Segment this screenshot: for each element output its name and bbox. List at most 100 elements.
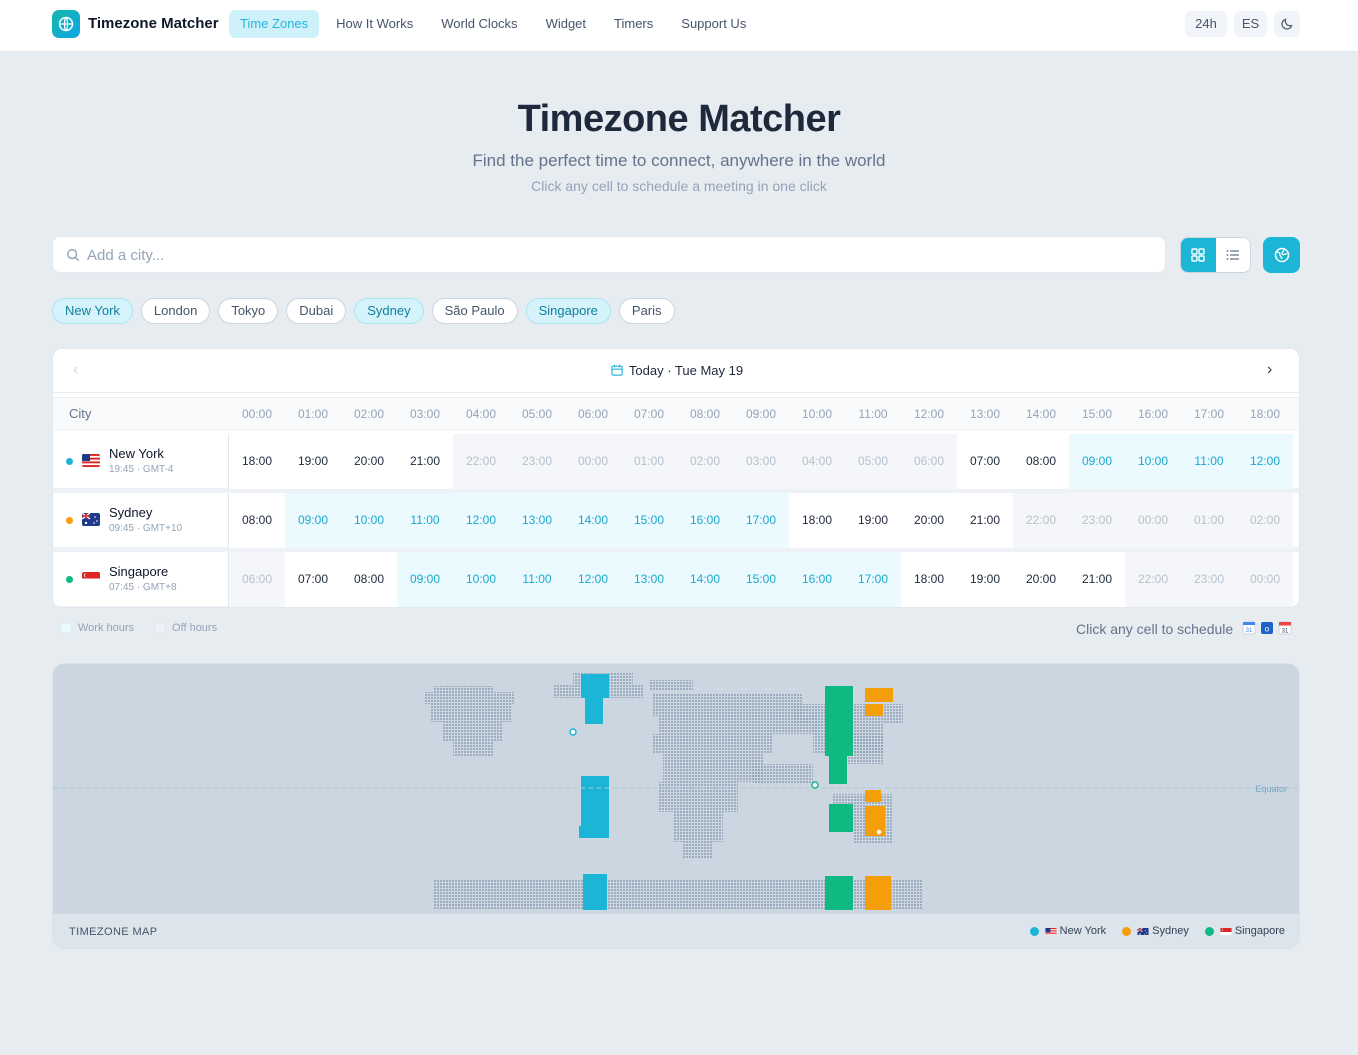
hour-cell[interactable]: 20:00 [901, 493, 957, 548]
new-york-marker[interactable] [569, 728, 577, 736]
hour-cell[interactable]: 12:00 [565, 552, 621, 607]
hour-cell[interactable]: 06:00 [229, 552, 285, 607]
city-chip[interactable]: Dubai [286, 298, 347, 324]
hour-cell[interactable]: 14:00 [565, 493, 621, 548]
hour-cell[interactable]: 17:00 [733, 493, 789, 548]
hour-cell[interactable]: 10:00 [341, 493, 397, 548]
hour-cell[interactable]: 10:00 [453, 552, 509, 607]
list-view-button[interactable] [1216, 238, 1251, 272]
hour-cell[interactable]: 11:00 [397, 493, 453, 548]
flag-au-icon [1137, 927, 1149, 935]
google-calendar-icon[interactable]: 31 [1242, 621, 1256, 635]
hour-cell[interactable]: 21:00 [1069, 552, 1125, 607]
flag-us-icon [82, 454, 100, 467]
hour-cell[interactable]: 02:00 [677, 434, 733, 489]
city-chip[interactable]: Paris [618, 298, 675, 324]
sydney-marker[interactable] [875, 828, 883, 836]
apple-calendar-icon[interactable]: 31 [1278, 621, 1292, 635]
app-logo-globe-icon[interactable] [52, 10, 80, 38]
singapore-timezone-band [825, 876, 853, 910]
city-chip[interactable]: New York [52, 298, 133, 324]
city-local-time: 07:45 · GMT+8 [109, 582, 177, 593]
brand-name[interactable]: Timezone Matcher [88, 15, 219, 32]
city-chip[interactable]: São Paulo [431, 298, 518, 324]
search-icon [67, 249, 80, 262]
hour-cell[interactable]: 05:00 [845, 434, 901, 489]
hour-cell[interactable]: 22:00 [1125, 552, 1181, 607]
theme-toggle-button[interactable] [1274, 11, 1300, 37]
time-format-toggle[interactable]: 24h [1185, 11, 1227, 37]
hour-cell[interactable]: 16:00 [677, 493, 733, 548]
language-button[interactable]: ES [1234, 11, 1267, 37]
hour-cell[interactable]: 00:00 [1125, 493, 1181, 548]
hour-cell[interactable]: 11:00 [509, 552, 565, 607]
hour-cell[interactable]: 01:00 [621, 434, 677, 489]
hour-cell[interactable]: 18:00 [901, 552, 957, 607]
city-chip[interactable]: London [140, 298, 211, 324]
hour-cell[interactable]: 13:00 [509, 493, 565, 548]
nav-item-how-it-works[interactable]: How It Works [336, 16, 414, 31]
previous-day-chevron-icon[interactable]: ‹ [73, 361, 79, 378]
nav-item-timers[interactable]: Timers [614, 16, 654, 31]
list-icon [1226, 250, 1239, 260]
hour-cell[interactable]: 07:00 [957, 434, 1013, 489]
hour-cell[interactable]: 00:00 [1237, 552, 1293, 607]
hour-cell[interactable]: 23:00 [1181, 552, 1237, 607]
hour-cell[interactable]: 18:00 [789, 493, 845, 548]
hour-cell[interactable]: 13:00 [621, 552, 677, 607]
new-york-timezone-band [581, 776, 609, 826]
hour-cell[interactable]: 23:00 [509, 434, 565, 489]
hour-cell[interactable]: 16:00 [789, 552, 845, 607]
hour-cell[interactable]: 00:00 [565, 434, 621, 489]
hour-cell[interactable]: 04:00 [789, 434, 845, 489]
hour-cell[interactable]: 08:00 [229, 493, 285, 548]
hour-cell[interactable]: 07:00 [285, 552, 341, 607]
city-chip[interactable]: Tokyo [218, 298, 279, 324]
grid-view-button[interactable] [1181, 238, 1216, 272]
hour-cell[interactable]: 18:00 [229, 434, 285, 489]
map-view-button[interactable] [1263, 237, 1300, 273]
hour-cell[interactable]: 09:00 [285, 493, 341, 548]
hour-cell[interactable]: 08:00 [1013, 434, 1069, 489]
hour-cell[interactable]: 20:00 [341, 434, 397, 489]
hour-cell[interactable]: 19:00 [285, 434, 341, 489]
hour-cell[interactable]: 15:00 [621, 493, 677, 548]
hour-cell[interactable]: 12:00 [453, 493, 509, 548]
hour-cell[interactable]: 15:00 [733, 552, 789, 607]
hour-cell[interactable]: 08:00 [341, 552, 397, 607]
hour-cell[interactable]: 10:00 [1125, 434, 1181, 489]
hour-cell[interactable]: 03:00 [733, 434, 789, 489]
hour-cell[interactable]: 20:00 [1013, 552, 1069, 607]
singapore-timezone-band [829, 756, 847, 784]
hour-cell[interactable]: 02:00 [1237, 493, 1293, 548]
singapore-marker[interactable] [811, 781, 819, 789]
city-chip[interactable]: Sydney [354, 298, 424, 324]
map-legend-item: New York [1029, 925, 1106, 937]
hour-cell[interactable]: 14:00 [677, 552, 733, 607]
hour-cell[interactable]: 09:00 [397, 552, 453, 607]
next-day-chevron-icon[interactable]: › [1267, 361, 1273, 378]
hour-cell[interactable]: 12:00 [1237, 434, 1293, 489]
outlook-calendar-icon[interactable]: o [1260, 621, 1274, 635]
nav-item-widget[interactable]: Widget [545, 16, 587, 31]
hour-cell[interactable]: 22:00 [1013, 493, 1069, 548]
city-search-input[interactable] [87, 243, 1147, 267]
hour-cell[interactable]: 19:00 [957, 552, 1013, 607]
hour-cell[interactable]: 19:00 [845, 493, 901, 548]
hour-cell[interactable]: 09:00 [1069, 434, 1125, 489]
hour-cell[interactable]: 22:00 [453, 434, 509, 489]
hour-cell[interactable]: 23:00 [1069, 493, 1125, 548]
hour-cell[interactable]: 01:00 [1181, 493, 1237, 548]
hour-cell[interactable]: 21:00 [957, 493, 1013, 548]
hour-column-header: 14:00 [1025, 407, 1057, 421]
hour-cell[interactable]: 17:00 [845, 552, 901, 607]
nav-item-world-clocks[interactable]: World Clocks [441, 16, 518, 31]
nav-item-time-zones[interactable]: Time Zones [229, 10, 320, 38]
table-row: New York 19:45 · GMT-4 18:00 19:00 20:00 21:0… [53, 434, 1299, 489]
hour-cell[interactable]: 06:00 [901, 434, 957, 489]
city-chip[interactable]: Singapore [525, 298, 611, 324]
hour-cell[interactable]: 21:00 [397, 434, 453, 489]
timezone-table: ‹ Today · Tue May 19 › City 00:00 01:00 02… [52, 348, 1300, 608]
nav-item-support-us[interactable]: Support Us [681, 16, 747, 31]
hour-cell[interactable]: 11:00 [1181, 434, 1237, 489]
